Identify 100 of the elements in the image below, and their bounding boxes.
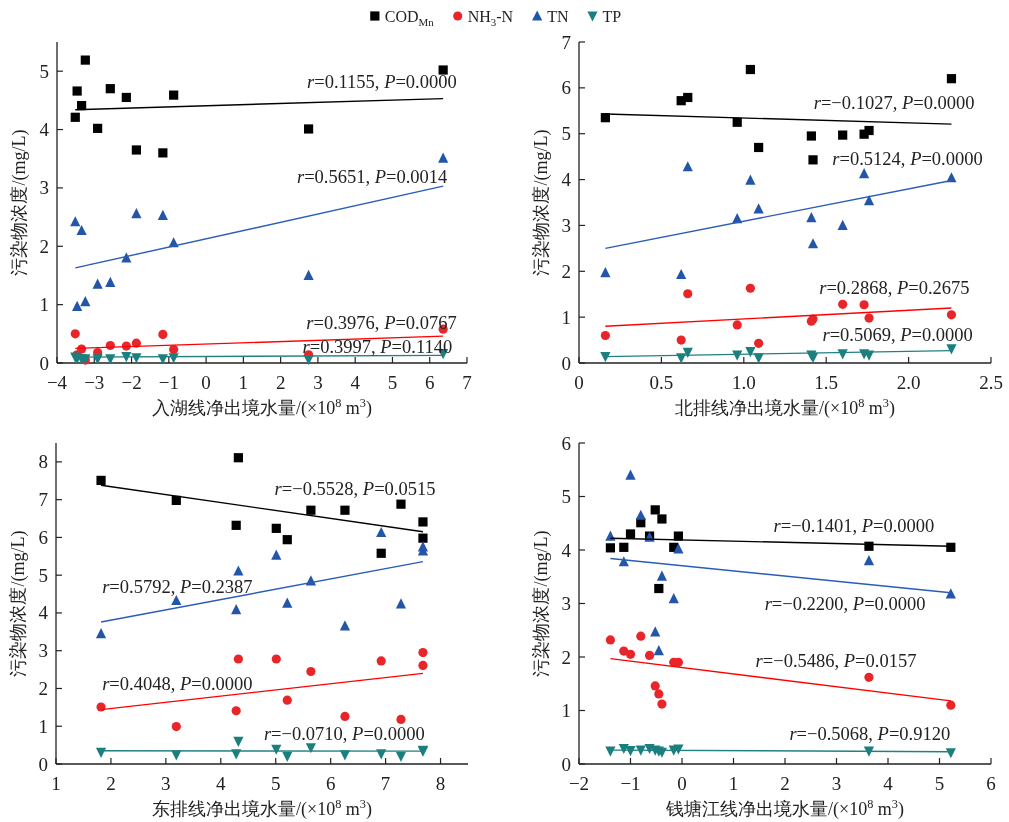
- annotation: r=0.2868, P=0.2675: [819, 277, 970, 298]
- point: [605, 530, 616, 541]
- point: [625, 649, 636, 659]
- point: [271, 549, 282, 560]
- point: [303, 269, 314, 281]
- point: [158, 148, 168, 158]
- point: [96, 475, 106, 485]
- point: [808, 155, 818, 165]
- annotation: r=0.5651, P=0.0014: [296, 167, 448, 188]
- point: [945, 748, 956, 759]
- x-tick-label: 2: [275, 372, 286, 393]
- x-axis-title: 东排线净出境水量/(×10$^{8}$ m$^{3}$): [152, 797, 372, 820]
- point: [306, 505, 316, 515]
- annotation: r=−0.5068, P=0.9120: [789, 724, 951, 745]
- point: [158, 329, 168, 339]
- annotation: r=0.5069, P=0.0000: [822, 325, 973, 346]
- point: [96, 702, 106, 712]
- point: [682, 347, 693, 359]
- point: [157, 354, 168, 365]
- annotation: r=0.3976, P=0.0767: [306, 313, 457, 334]
- x-tick-label: 0.5: [649, 372, 674, 393]
- x-tick-label: 0: [677, 773, 687, 794]
- x-tick-label: 6: [325, 773, 336, 794]
- point: [105, 84, 115, 94]
- x-tick-label: 5: [934, 773, 945, 794]
- point: [863, 555, 875, 566]
- y-tick-label: 4: [38, 602, 49, 624]
- x-tick-label: 1: [238, 372, 249, 393]
- point: [80, 296, 91, 307]
- x-tick-label: 0: [201, 372, 211, 393]
- point: [644, 650, 655, 660]
- y-axis-title: 污染物浓度/(mg/L): [9, 129, 30, 276]
- point: [806, 212, 817, 223]
- point: [946, 700, 956, 710]
- annotation: r=−0.5528, P=0.0515: [274, 479, 436, 500]
- y-tick-label: 1: [561, 306, 571, 328]
- point: [418, 647, 428, 658]
- y-tick-label: 4: [561, 539, 572, 561]
- x-tick-label: 2.0: [896, 372, 921, 393]
- point: [171, 722, 181, 732]
- point: [395, 598, 407, 609]
- point: [673, 543, 684, 554]
- point: [657, 699, 667, 709]
- point: [282, 535, 292, 545]
- point: [271, 523, 281, 533]
- point: [676, 268, 687, 280]
- point: [653, 644, 664, 656]
- point: [305, 743, 316, 754]
- point: [745, 283, 755, 293]
- point: [80, 55, 90, 65]
- point: [656, 570, 668, 581]
- point: [625, 529, 636, 539]
- point: [837, 219, 848, 231]
- y-tick-label: 4: [39, 119, 50, 141]
- point: [745, 64, 755, 75]
- point: [650, 681, 660, 691]
- annotation: r=−0.1401, P=0.0000: [773, 516, 935, 537]
- point: [396, 499, 406, 509]
- point: [231, 603, 242, 615]
- y-tick-label: 3: [38, 640, 48, 662]
- point: [105, 276, 116, 288]
- y-tick-label: 3: [39, 177, 49, 199]
- legend-label: COD$_{Mn}$: [384, 7, 435, 28]
- x-tick-label: −4: [46, 372, 68, 393]
- point: [282, 695, 292, 705]
- point: [271, 654, 281, 664]
- y-tick-label: 5: [38, 564, 48, 586]
- point: [864, 672, 874, 682]
- point: [859, 300, 869, 310]
- annotation: r=0.5124, P=0.0000: [832, 148, 983, 169]
- x-tick-label: −2: [568, 773, 590, 794]
- x-tick-label: 5: [387, 372, 398, 393]
- x-tick-label: −2: [121, 372, 142, 393]
- point: [605, 635, 616, 645]
- x-tick-label: 1: [728, 773, 739, 794]
- point: [600, 351, 611, 363]
- point: [619, 542, 629, 552]
- point: [732, 320, 742, 330]
- y-tick-label: 0: [39, 352, 49, 374]
- y-tick-label: 5: [561, 123, 571, 145]
- y-tick-label: 1: [561, 700, 571, 721]
- point: [946, 344, 957, 355]
- point: [635, 509, 646, 520]
- legend-label: NH$_{3}$-N: [467, 7, 514, 28]
- point: [282, 751, 293, 763]
- point: [625, 469, 636, 480]
- x-tick-label: 4: [883, 773, 894, 794]
- point: [754, 338, 764, 348]
- point: [70, 329, 80, 339]
- x-tick-label: 3: [313, 372, 323, 393]
- point: [231, 706, 241, 716]
- y-tick-label: 0: [561, 352, 571, 374]
- x-tick-label: 7: [380, 773, 391, 794]
- x-axis-title: 钱塘江线净出境水量/(×10$^{8}$ m$^{3}$): [665, 797, 904, 820]
- point: [605, 543, 616, 553]
- point: [654, 583, 664, 594]
- x-tick-label: 4: [216, 773, 227, 794]
- x-tick-label: 3: [831, 773, 842, 794]
- x-tick-label: 2: [780, 773, 790, 794]
- y-tick-label: 2: [38, 677, 48, 699]
